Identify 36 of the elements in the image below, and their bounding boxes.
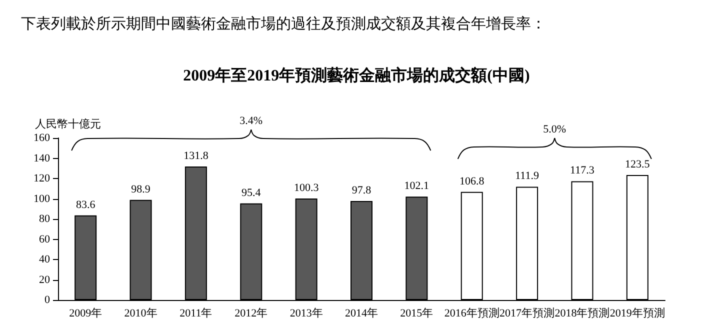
- y-axis-title: 人民幣十億元: [35, 118, 101, 130]
- x-tick-label: 2016年預測: [444, 308, 500, 320]
- x-tick-label: 2010年: [124, 308, 158, 320]
- x-tick-label: 2012年: [234, 308, 268, 320]
- data-label: 100.3: [294, 182, 320, 194]
- y-tick-label: 20: [39, 274, 50, 286]
- chart-title: 2009年至2019年預測藝術金融市場的成交額(中國): [183, 66, 530, 84]
- data-label: 106.8: [459, 175, 485, 188]
- text: 3.4%: [240, 115, 263, 128]
- data-label: 131.8: [184, 150, 209, 162]
- y-tick-label: 160: [34, 132, 50, 144]
- chart-subtitle: 下表列載於所示期間中國藝術金融市場的過往及預測成交額及其複合年增長率：: [21, 16, 546, 32]
- x-tick-label: 2018年預測: [554, 308, 610, 320]
- x-tick-label: 2011年: [180, 308, 212, 320]
- y-tick-label: 60: [39, 233, 50, 246]
- x-tick-label: 2014年: [345, 308, 378, 320]
- y-tick-label: 100: [34, 192, 50, 205]
- x-tick-label: 2017年預測: [500, 308, 555, 320]
- text: 5.0%: [543, 123, 566, 136]
- data-label: 97.8: [352, 184, 372, 196]
- y-tick-label: 40: [39, 254, 50, 266]
- data-label: 95.4: [242, 186, 262, 199]
- y-tick-label: 120: [34, 172, 50, 184]
- data-label: 111.9: [515, 170, 540, 182]
- data-label: 117.3: [570, 164, 595, 177]
- y-tick-label: 80: [39, 213, 50, 225]
- data-label: 102.1: [404, 180, 430, 192]
- x-tick-label: 2009年: [69, 308, 102, 320]
- x-tick-label: 2019年預測: [610, 308, 665, 320]
- data-label: 123.5: [625, 158, 650, 170]
- data-label: 98.9: [131, 183, 151, 196]
- y-tick-label: 0: [44, 294, 50, 306]
- data-label: 83.6: [76, 198, 96, 211]
- x-tick-label: 2013年: [290, 308, 323, 320]
- x-tick-label: 2015年: [400, 308, 434, 320]
- y-tick-label: 140: [34, 152, 50, 164]
